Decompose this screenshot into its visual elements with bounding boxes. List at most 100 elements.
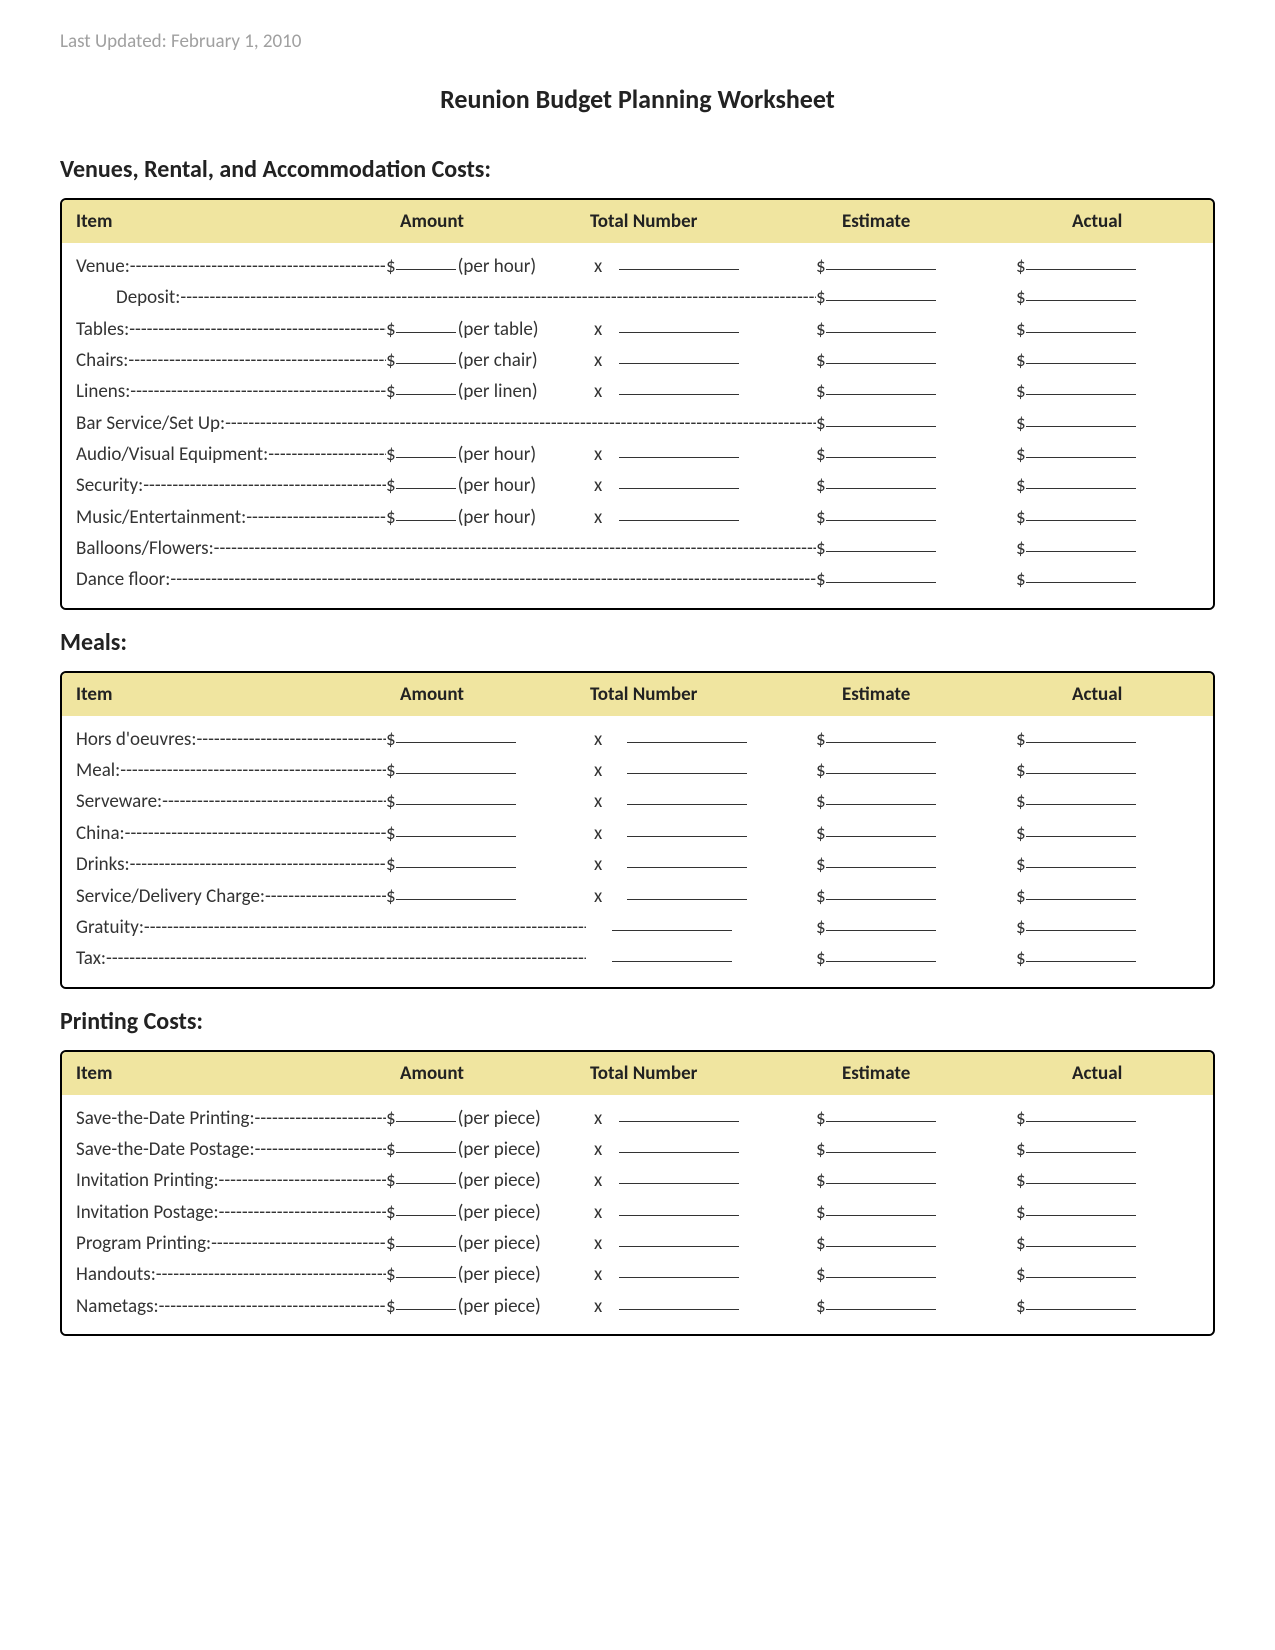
amount-blank[interactable] [396,1165,456,1184]
estimate-blank[interactable] [826,849,936,868]
amount-blank[interactable] [396,314,456,333]
actual-blank[interactable] [1026,439,1136,458]
table-row: Save-the-Date Printing: ----------------… [76,1103,1199,1134]
total-blank[interactable] [619,376,739,395]
estimate-blank[interactable] [826,345,936,364]
dollar-sign: $ [1016,1103,1026,1134]
estimate-blank[interactable] [826,502,936,521]
estimate-blank[interactable] [826,282,936,301]
amount-blank[interactable] [396,724,516,743]
total-blank[interactable] [612,912,732,931]
actual-blank[interactable] [1026,943,1136,962]
estimate-blank[interactable] [826,912,936,931]
total-blank[interactable] [619,1103,739,1122]
amount-blank[interactable] [396,1291,456,1310]
actual-blank[interactable] [1026,1291,1136,1310]
actual-blank[interactable] [1026,345,1136,364]
estimate-blank[interactable] [826,755,936,774]
estimate-blank[interactable] [826,1134,936,1153]
actual-blank[interactable] [1026,408,1136,427]
estimate-blank[interactable] [826,943,936,962]
actual-blank[interactable] [1026,1197,1136,1216]
estimate-blank[interactable] [826,786,936,805]
actual-blank[interactable] [1026,1228,1136,1247]
total-blank[interactable] [619,1228,739,1247]
total-blank[interactable] [627,755,747,774]
table-header: ItemAmountTotal NumberEstimateActual [62,1052,1213,1095]
amount-blank[interactable] [396,502,456,521]
estimate-blank[interactable] [826,1103,936,1122]
actual-blank[interactable] [1026,376,1136,395]
actual-blank[interactable] [1026,912,1136,931]
actual-blank[interactable] [1026,502,1136,521]
estimate-blank[interactable] [826,818,936,837]
total-blank[interactable] [619,1134,739,1153]
table-row: Music/Entertainment: -------------------… [76,502,1199,533]
estimate-blank[interactable] [826,1228,936,1247]
total-blank[interactable] [619,1259,739,1278]
actual-blank[interactable] [1026,724,1136,743]
actual-blank[interactable] [1026,314,1136,333]
total-blank[interactable] [619,314,739,333]
amount-blank[interactable] [396,470,456,489]
actual-blank[interactable] [1026,564,1136,583]
amount-blank[interactable] [396,1259,456,1278]
total-blank[interactable] [627,724,747,743]
estimate-blank[interactable] [826,1165,936,1184]
total-blank[interactable] [612,943,732,962]
amount-blank[interactable] [396,786,516,805]
actual-blank[interactable] [1026,470,1136,489]
estimate-blank[interactable] [826,1291,936,1310]
total-blank[interactable] [619,1165,739,1184]
actual-blank[interactable] [1026,755,1136,774]
estimate-blank[interactable] [826,564,936,583]
amount-blank[interactable] [396,439,456,458]
total-blank[interactable] [619,439,739,458]
actual-blank[interactable] [1026,1259,1136,1278]
amount-blank[interactable] [396,345,456,364]
actual-blank[interactable] [1026,251,1136,270]
estimate-blank[interactable] [826,408,936,427]
amount-blank[interactable] [396,1197,456,1216]
actual-blank[interactable] [1026,1103,1136,1122]
amount-blank[interactable] [396,881,516,900]
total-blank[interactable] [627,818,747,837]
estimate-blank[interactable] [826,1197,936,1216]
estimate-blank[interactable] [826,376,936,395]
estimate-blank[interactable] [826,724,936,743]
total-blank[interactable] [627,786,747,805]
total-blank[interactable] [619,1291,739,1310]
amount-blank[interactable] [396,755,516,774]
total-blank[interactable] [627,881,747,900]
estimate-blank[interactable] [826,251,936,270]
estimate-blank[interactable] [826,470,936,489]
dash-fill: ----------------------------------------… [130,849,386,880]
estimate-blank[interactable] [826,881,936,900]
actual-blank[interactable] [1026,849,1136,868]
dollar-sign: $ [816,724,826,755]
amount-blank[interactable] [396,376,456,395]
actual-blank[interactable] [1026,533,1136,552]
amount-blank[interactable] [396,849,516,868]
estimate-blank[interactable] [826,439,936,458]
amount-blank[interactable] [396,1134,456,1153]
total-blank[interactable] [627,849,747,868]
actual-blank[interactable] [1026,881,1136,900]
estimate-blank[interactable] [826,314,936,333]
amount-blank[interactable] [396,1228,456,1247]
total-blank[interactable] [619,1197,739,1216]
total-blank[interactable] [619,251,739,270]
total-blank[interactable] [619,470,739,489]
actual-blank[interactable] [1026,818,1136,837]
estimate-blank[interactable] [826,533,936,552]
actual-blank[interactable] [1026,1165,1136,1184]
actual-blank[interactable] [1026,282,1136,301]
actual-blank[interactable] [1026,786,1136,805]
total-blank[interactable] [619,345,739,364]
total-blank[interactable] [619,502,739,521]
amount-blank[interactable] [396,1103,456,1122]
estimate-blank[interactable] [826,1259,936,1278]
amount-blank[interactable] [396,251,456,270]
actual-blank[interactable] [1026,1134,1136,1153]
amount-blank[interactable] [396,818,516,837]
